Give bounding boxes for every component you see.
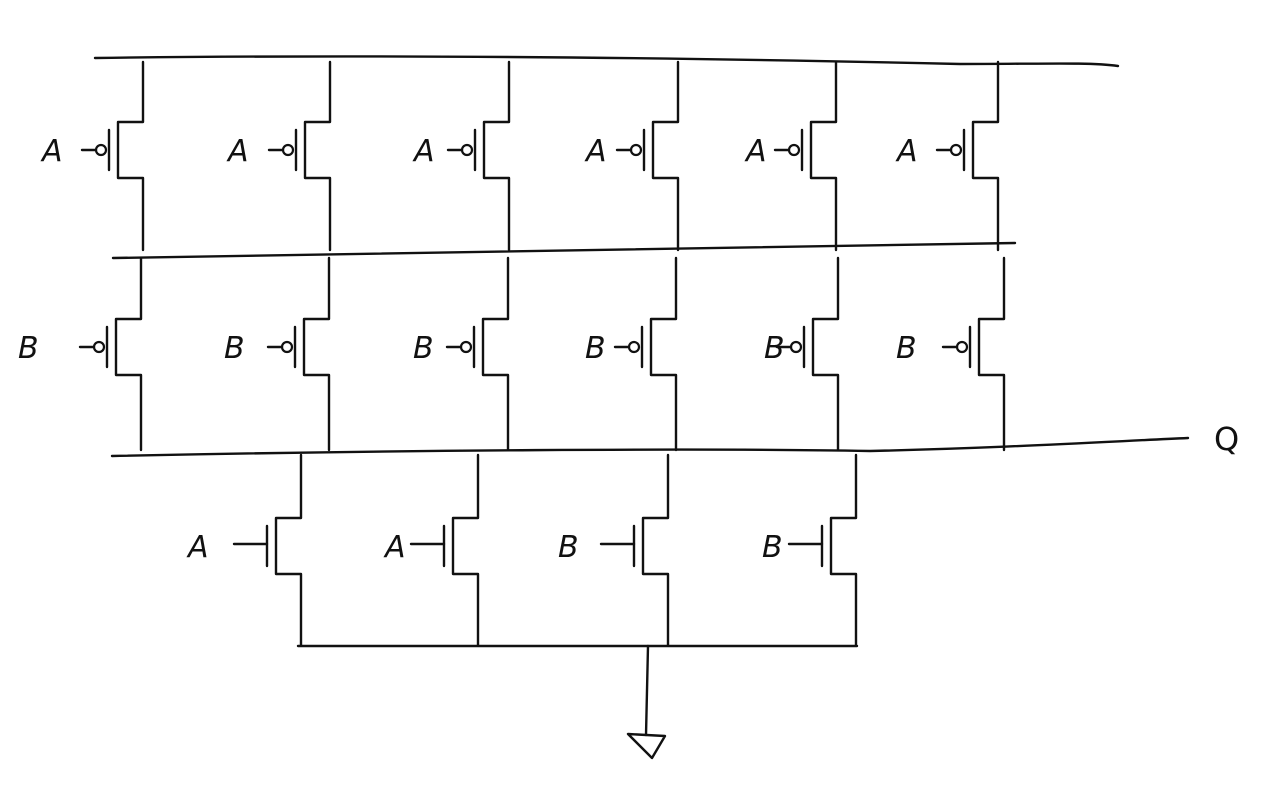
- gate-label: B: [896, 331, 917, 366]
- gate-label: B: [764, 331, 785, 366]
- pmos-transistor: B: [413, 256, 510, 452]
- transistor-channel: [829, 453, 858, 647]
- transistor-channel: [451, 453, 480, 647]
- transistor-channel: [303, 60, 332, 252]
- gate-label: B: [18, 331, 39, 366]
- output-node: Q: [1214, 420, 1239, 458]
- output-label: Q: [1214, 420, 1239, 458]
- pmos-transistor: A: [584, 60, 680, 252]
- gate-label: A: [744, 134, 767, 169]
- transistor-channel: [809, 60, 838, 252]
- transistor-channel: [641, 453, 670, 647]
- gate-label: A: [895, 134, 918, 169]
- pmos-bubble-icon: [459, 340, 473, 354]
- pmos-bubble-icon: [92, 340, 106, 354]
- pmos-transistor: B: [224, 256, 331, 452]
- gate-label: A: [584, 134, 607, 169]
- nmos-transistor: A: [383, 453, 480, 647]
- ground-lead: [644, 644, 650, 737]
- pmos-transistor: A: [412, 60, 511, 252]
- nmos-transistor: B: [762, 453, 858, 647]
- pmos-bubble-icon: [629, 143, 643, 157]
- pmos-bubble-icon: [949, 143, 963, 157]
- transistor-channel: [651, 60, 680, 252]
- nmos-transistor: B: [558, 453, 670, 647]
- nmos-transistor: A: [186, 453, 303, 647]
- transistor-channel: [114, 256, 143, 452]
- pmos-transistor: B: [18, 256, 143, 452]
- pmos-transistor: A: [226, 60, 332, 252]
- transistor-channel: [649, 256, 678, 452]
- pmos-bubble-icon: [789, 340, 803, 354]
- ground-triangle: [626, 732, 667, 760]
- vdd-rail: [93, 55, 1120, 68]
- gate-label: B: [558, 530, 579, 565]
- transistor-channel: [811, 256, 840, 452]
- ground-icon: [626, 732, 667, 760]
- transistor-channel: [302, 256, 331, 452]
- pmos-bubble-icon: [460, 143, 474, 157]
- pmos-transistor: A: [895, 60, 1000, 252]
- transistor-channel: [971, 60, 1000, 252]
- gate-label: B: [585, 331, 606, 366]
- pmos-transistor: B: [764, 256, 840, 452]
- pmos-bubble-icon: [280, 340, 294, 354]
- gate-label: B: [413, 331, 434, 366]
- gate-label: A: [383, 530, 406, 565]
- transistor-channel: [481, 256, 510, 452]
- pmos-bubble-icon: [955, 340, 969, 354]
- transistor-channel: [977, 256, 1006, 452]
- pmos-transistor: A: [744, 60, 838, 252]
- transistor-channel: [482, 60, 511, 252]
- pmos-transistor: B: [896, 256, 1006, 452]
- middle-node-wire: [111, 241, 1017, 260]
- gate-label: B: [224, 331, 245, 366]
- wires: [93, 55, 1190, 737]
- pmos-bubble-icon: [94, 143, 108, 157]
- transistor-channel: [274, 453, 303, 647]
- pmos-bubble-icon: [627, 340, 641, 354]
- pmos-transistor: B: [585, 256, 678, 452]
- gate-label: B: [762, 530, 783, 565]
- pmos-transistor: A: [40, 60, 145, 252]
- gate-label: A: [40, 134, 63, 169]
- transistor-channel: [116, 60, 145, 252]
- output-wire: [110, 436, 1190, 458]
- gate-label: A: [412, 134, 435, 169]
- gate-label: A: [226, 134, 249, 169]
- pmos-bubble-icon: [281, 143, 295, 157]
- pmos-bubble-icon: [787, 143, 801, 157]
- gate-label: A: [186, 530, 209, 565]
